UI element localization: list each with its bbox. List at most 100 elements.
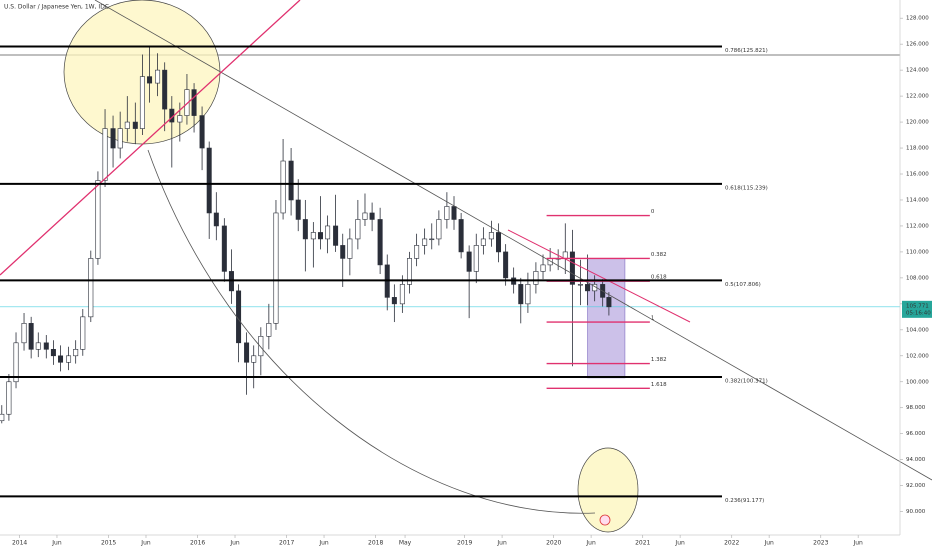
candle-body [80, 316, 86, 350]
candle-body [0, 413, 5, 422]
candle-body [88, 258, 94, 318]
candle-body [66, 355, 72, 363]
y-tick-label: 124.000 [906, 68, 929, 74]
x-tick-label: 2017 [279, 540, 294, 547]
candle-body [213, 212, 219, 227]
candle-body [362, 212, 368, 220]
candle-body [21, 323, 27, 344]
candle-body [147, 76, 153, 84]
candle-body [13, 342, 19, 383]
candle-body [310, 232, 316, 240]
y-tick-label: 120.000 [906, 120, 929, 126]
level-label: 0.236(91.177) [725, 498, 764, 504]
candle-body [540, 264, 546, 272]
candle-body [302, 219, 308, 240]
x-tick-label: Jun [585, 540, 596, 547]
candle-body [340, 245, 346, 259]
x-tick-label: 2023 [813, 540, 828, 547]
candle-body [221, 225, 227, 272]
candle-body [162, 69, 168, 110]
candle-body [124, 121, 130, 129]
candle-body [347, 238, 353, 259]
candle-body [191, 89, 197, 116]
candle-body [28, 323, 34, 350]
event-icon [599, 514, 611, 526]
candle-body [466, 251, 472, 272]
candle-body [414, 245, 420, 259]
candle-body [117, 128, 123, 149]
x-tick-label: 2019 [457, 540, 472, 547]
fib-label: 1.618 [651, 382, 667, 388]
candle-body [184, 89, 190, 116]
candle-body [43, 342, 49, 350]
candle-body [273, 212, 279, 324]
candle-body [155, 69, 161, 84]
candle-body [110, 128, 116, 149]
candle-body [50, 349, 56, 357]
candle-body [251, 355, 257, 363]
candle-body [518, 284, 524, 305]
range-box [587, 258, 626, 379]
candle-body [606, 297, 612, 308]
candle-body [35, 342, 41, 350]
y-tick-label: 100.000 [906, 379, 929, 385]
y-tick-label: 128.000 [906, 16, 929, 22]
level-label: 0.5(107.806) [725, 282, 761, 288]
candle-body [206, 147, 212, 214]
y-tick-label: 94.000 [906, 457, 926, 463]
candle-body [58, 355, 64, 363]
x-tick-label: Jun [763, 540, 774, 547]
x-tick-label: Jun [496, 540, 507, 547]
x-tick-label: Jun [674, 540, 685, 547]
candle-body [533, 271, 539, 285]
candle-body [139, 76, 145, 129]
y-tick-label: 108.000 [906, 275, 929, 281]
x-tick-label: Jun [51, 540, 62, 547]
y-tick-label: 98.000 [906, 405, 926, 411]
level-label: 0.618(115.239) [725, 185, 768, 191]
x-tick-label: 2021 [635, 540, 650, 547]
candle-body [325, 225, 331, 240]
fib-label: 1 [651, 316, 655, 322]
candle-body [444, 206, 450, 220]
candle-body [295, 199, 301, 220]
y-tick-label: 114.000 [906, 197, 929, 203]
fib-label: 1.382 [651, 357, 667, 363]
candle-body [369, 212, 375, 220]
y-tick-label: 110.000 [906, 249, 929, 255]
y-tick-label: 116.000 [906, 172, 929, 178]
countdown-label: 05:16:40 [906, 310, 931, 316]
candle-body [473, 245, 479, 272]
candle-body [451, 206, 457, 220]
price-badge [902, 300, 932, 318]
x-tick-label: 2015 [101, 540, 116, 547]
y-tick-label: 112.000 [906, 223, 929, 229]
level-label: 0.382(100.371) [725, 378, 768, 384]
chart-title: U.S. Dollar / Japanese Yen, 1W, IDC [4, 4, 109, 11]
x-tick-label: May [399, 540, 412, 547]
x-tick-label: 2022 [724, 540, 739, 547]
fib-label: 0.618 [651, 275, 667, 281]
fib-label: 0 [651, 209, 655, 215]
arc [147, 149, 596, 514]
candle-body [496, 232, 502, 253]
x-tick-label: Jun [318, 540, 329, 547]
trend-line [94, 0, 932, 481]
y-tick-label: 104.000 [906, 327, 929, 333]
candle-body [6, 381, 12, 415]
candle-body [132, 121, 138, 129]
y-tick-label: 90.000 [906, 509, 926, 515]
candle-body [391, 297, 397, 305]
candle-body [406, 258, 412, 285]
y-tick-label: 122.000 [906, 94, 929, 100]
candle-body [258, 336, 264, 357]
candle-body [377, 219, 383, 266]
candle-body [102, 128, 108, 181]
x-tick-label: Jun [229, 540, 240, 547]
y-tick-label: 92.000 [906, 483, 926, 489]
candle-body [525, 284, 531, 305]
x-tick-label: 2018 [368, 540, 383, 547]
y-tick-label: 126.000 [906, 42, 929, 48]
